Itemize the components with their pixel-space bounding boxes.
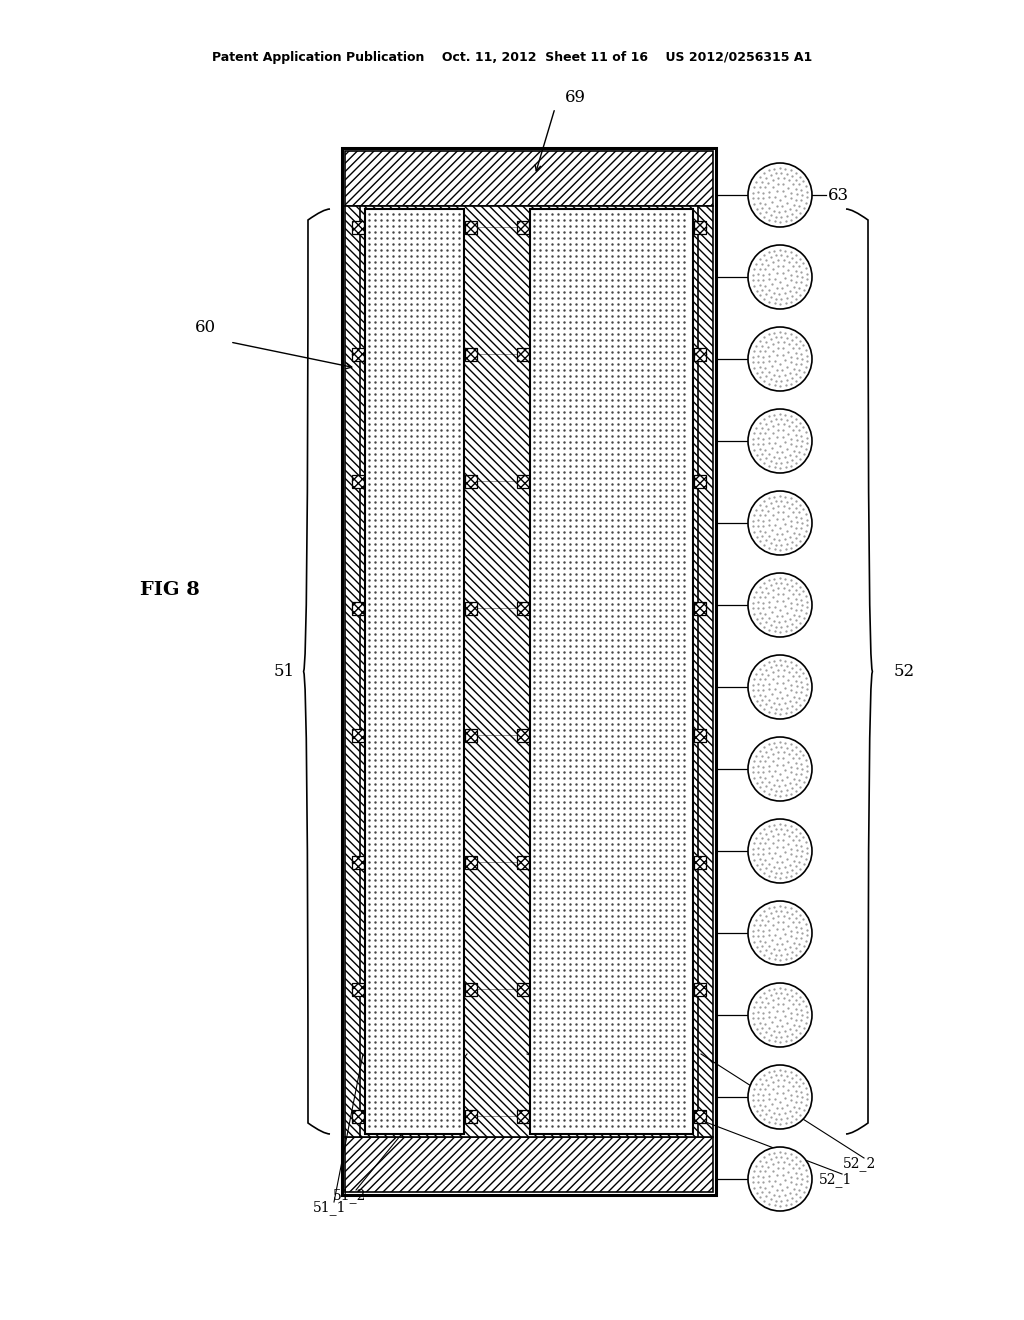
Bar [465,982,477,995]
Circle shape [748,491,812,554]
Text: 60: 60 [195,319,216,337]
Bar [517,220,529,234]
Bar [694,982,706,995]
Bar [465,1110,477,1122]
Bar [465,855,477,869]
Circle shape [748,902,812,965]
Bar [517,729,529,742]
Bar [465,729,477,742]
Circle shape [748,983,812,1047]
Bar [365,209,464,1134]
Text: 51_2: 51_2 [334,1188,367,1204]
Circle shape [748,327,812,391]
Text: 63: 63 [828,186,849,203]
Bar [352,729,364,742]
Bar [530,209,693,1134]
Circle shape [748,162,812,227]
Circle shape [748,1065,812,1129]
Bar [517,1110,529,1122]
Text: 52: 52 [893,663,914,680]
Bar [694,855,706,869]
Bar [352,220,364,234]
Bar [694,220,706,234]
Text: FIG 8: FIG 8 [140,581,200,599]
Bar [352,1110,364,1122]
Bar [465,602,477,615]
Bar [694,729,706,742]
Bar [352,602,364,615]
Circle shape [748,737,812,801]
Bar [517,855,529,869]
Bar [352,347,364,360]
Bar [465,220,477,234]
Circle shape [748,655,812,719]
Bar [465,347,477,360]
Circle shape [748,1147,812,1210]
Text: 51_1: 51_1 [313,1201,347,1216]
Text: 52_2: 52_2 [844,1156,877,1171]
Bar [342,148,716,1195]
Text: 51: 51 [273,663,295,680]
Bar [694,602,706,615]
Bar [517,474,529,487]
Circle shape [748,246,812,309]
Bar [517,602,529,615]
Bar [352,474,364,487]
Bar [345,1137,713,1192]
Circle shape [748,818,812,883]
Bar [352,982,364,995]
Text: 69: 69 [565,90,586,107]
Bar [465,474,477,487]
Bar [517,982,529,995]
Bar [352,855,364,869]
Bar [694,1110,706,1122]
Circle shape [748,573,812,638]
Circle shape [748,409,812,473]
Bar [517,347,529,360]
Bar [694,474,706,487]
Text: Patent Application Publication    Oct. 11, 2012  Sheet 11 of 16    US 2012/02563: Patent Application Publication Oct. 11, … [212,51,812,65]
Text: 52_1: 52_1 [819,1172,853,1188]
Bar [345,206,713,1137]
Bar [694,347,706,360]
Bar [345,150,713,206]
